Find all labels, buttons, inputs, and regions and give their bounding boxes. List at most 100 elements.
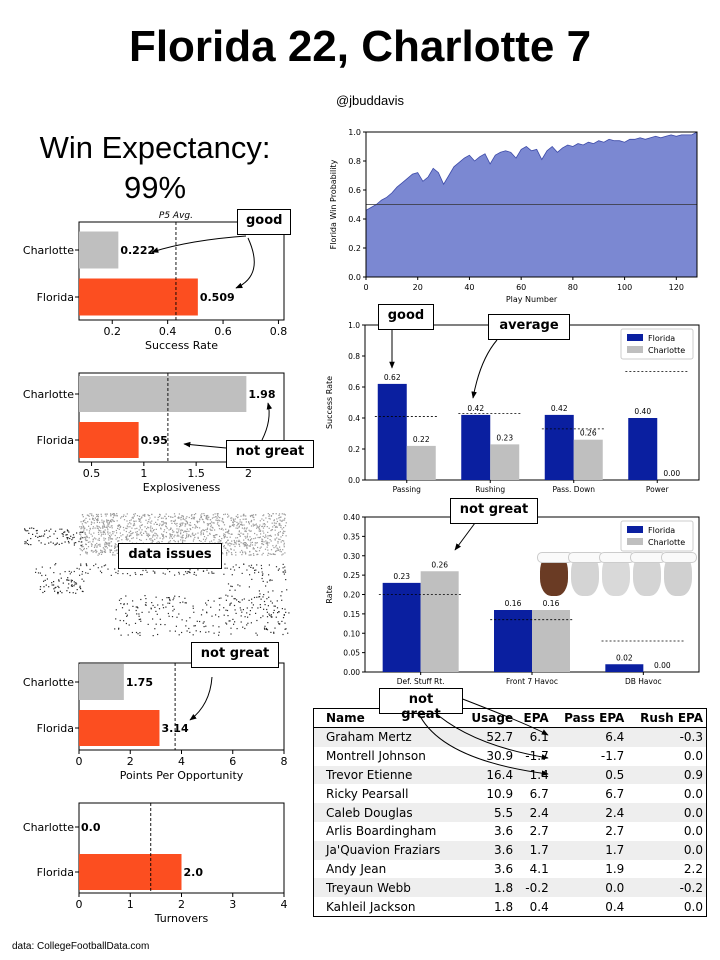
table-cell: 52.7 xyxy=(486,730,514,745)
arrow xyxy=(417,711,549,776)
axes-frame xyxy=(365,131,698,278)
table-cell: Graham Mertz xyxy=(326,730,412,745)
success-rate-chart: Charlotte 0.222 Florida 0.509 P5 Avg. 0.2 0.4 0… xyxy=(23,211,287,352)
x-axis-label: Success Rate xyxy=(145,339,218,352)
x-axis-label: Points Per Opportunity xyxy=(120,769,244,782)
arrow xyxy=(454,522,476,551)
table-cell: 0.9 xyxy=(683,767,703,782)
table-cell: 0.5 xyxy=(605,767,625,782)
table-cell: 10.9 xyxy=(486,786,514,801)
x-tick-label: 0 xyxy=(76,898,83,911)
bar-charlotte xyxy=(79,376,247,412)
table-cell: -1.7 xyxy=(600,749,625,764)
table-row: Montrell Johnson 30.9 -1.7 -1.7 0.0 xyxy=(314,747,707,766)
table-cell: 6.7 xyxy=(605,786,625,801)
table-cell: Kahleil Jackson xyxy=(326,899,416,914)
table-row: Caleb Douglas 5.5 2.4 2.4 0.0 xyxy=(313,803,707,822)
x-tick-label: 2 xyxy=(245,467,252,480)
y-tick-label: 0.25 xyxy=(343,571,360,580)
value-label: 0.222 xyxy=(120,244,155,257)
arrow xyxy=(183,441,227,449)
player-face-icon xyxy=(599,552,635,596)
table-cell: 6.7 xyxy=(529,786,549,801)
legend-swatch-florida xyxy=(627,334,643,341)
arrow xyxy=(151,235,247,253)
x-axis-label: Explosiveness xyxy=(143,481,221,494)
table-cell: 0.0 xyxy=(683,899,703,914)
data-label: 0.23 xyxy=(393,572,410,581)
data-label: 0.26 xyxy=(580,429,597,438)
table-cell: 3.6 xyxy=(494,861,514,876)
table-cell: 1.7 xyxy=(529,843,549,858)
y-tick-label: 0.8 xyxy=(348,352,360,361)
data-label: 0.00 xyxy=(654,661,671,670)
x-axis-label: Play Number xyxy=(506,295,558,304)
x-tick-label: 120 xyxy=(669,283,684,292)
table-cell: Montrell Johnson xyxy=(326,749,426,764)
x-tick-label: Power xyxy=(646,485,670,494)
win-expectancy-value: 99% xyxy=(123,170,187,205)
category-label: Charlotte xyxy=(23,244,74,257)
player-face-icon xyxy=(630,552,666,596)
table-cell: 6.4 xyxy=(605,730,625,745)
x-tick-label: 1 xyxy=(127,898,134,911)
turnovers-chart: Charlotte 0.0 Florida 2.0 0 1 2 3 4 Turnovers xyxy=(23,802,288,925)
player-faces-image xyxy=(537,548,698,598)
y-axis-label: Rate xyxy=(325,585,334,603)
y-tick-label: 0.10 xyxy=(343,629,360,638)
win-probability-chart: 0 20 40 60 80 100 120 0.0 0.2 0.4 0.6 0.8 1.0 Play Nu… xyxy=(329,128,698,304)
success-rate-splits-chart: 0.62 0.22 Passing 0.42 0.23 Rushing 0.42 0.26 Pa… xyxy=(325,321,700,494)
bar-florida xyxy=(461,414,491,480)
data-label: 0.22 xyxy=(413,435,430,444)
player-usage-table: Name Usage EPA Pass EPA Rush EPA Graham Mert… xyxy=(313,708,707,917)
y-tick-label: 0.2 xyxy=(348,445,360,454)
x-tick-label: Rushing xyxy=(475,485,505,494)
y-tick-label: 0.8 xyxy=(348,157,361,166)
table-cell: 2.4 xyxy=(605,805,625,820)
bar-charlotte xyxy=(79,664,124,700)
table-cell: 1.8 xyxy=(494,899,514,914)
data-label: 0.62 xyxy=(384,373,401,382)
table-cell: Andy Jean xyxy=(326,861,387,876)
table-cell: 2.7 xyxy=(605,824,625,839)
table-cell: -0.2 xyxy=(525,880,549,895)
table-row: Kahleil Jackson 1.8 0.4 0.4 0.0 xyxy=(314,897,707,916)
value-label: 0.0 xyxy=(81,821,101,834)
bar-charlotte xyxy=(79,231,119,269)
table-row: Arlis Boardingham 3.6 2.7 2.7 0.0 xyxy=(314,822,707,841)
y-tick-label: 1.0 xyxy=(348,321,360,330)
table-header-row: Name Usage EPA Pass EPA Rush EPA xyxy=(313,708,707,728)
value-label: 1.75 xyxy=(126,676,153,689)
legend-label: Charlotte xyxy=(648,346,685,355)
table-cell: 0.0 xyxy=(683,843,703,858)
column-header: Usage xyxy=(461,708,517,728)
category-label: Florida xyxy=(37,291,74,304)
y-tick-label: 0.15 xyxy=(343,610,360,619)
bar-florida xyxy=(79,854,182,890)
category-label: Charlotte xyxy=(23,821,74,834)
data-label: 0.23 xyxy=(496,433,513,442)
x-axis-label: Turnovers xyxy=(154,912,209,925)
table-cell: 2.2 xyxy=(683,861,703,876)
y-tick-label: 0.2 xyxy=(348,244,361,253)
legend-label: Florida xyxy=(648,334,675,343)
value-label: 0.95 xyxy=(141,434,168,447)
data-label: 0.02 xyxy=(616,653,633,662)
table-row: Treyaun Webb 1.8 -0.2 0.0 -0.2 xyxy=(313,878,707,898)
player-face-icon xyxy=(568,552,604,596)
table-cell: 0.0 xyxy=(605,880,625,895)
data-source: data: CollegeFootballData.com xyxy=(12,941,150,952)
arrow xyxy=(459,697,549,736)
table-cell: 4.1 xyxy=(529,861,549,876)
x-tick-label: 2 xyxy=(127,755,134,768)
reference-label: P5 Avg. xyxy=(159,211,193,221)
table-cell: Ricky Pearsall xyxy=(326,786,409,801)
bar-florida xyxy=(382,582,421,672)
arrow xyxy=(431,709,549,760)
table-cell: 0.0 xyxy=(683,824,703,839)
table-row: Graham Mertz 52.7 6.1 6.4 -0.3 xyxy=(313,727,707,747)
x-tick-label: 0.6 xyxy=(214,325,232,338)
x-tick-label: 20 xyxy=(413,283,423,292)
legend-label: Charlotte xyxy=(648,538,685,547)
